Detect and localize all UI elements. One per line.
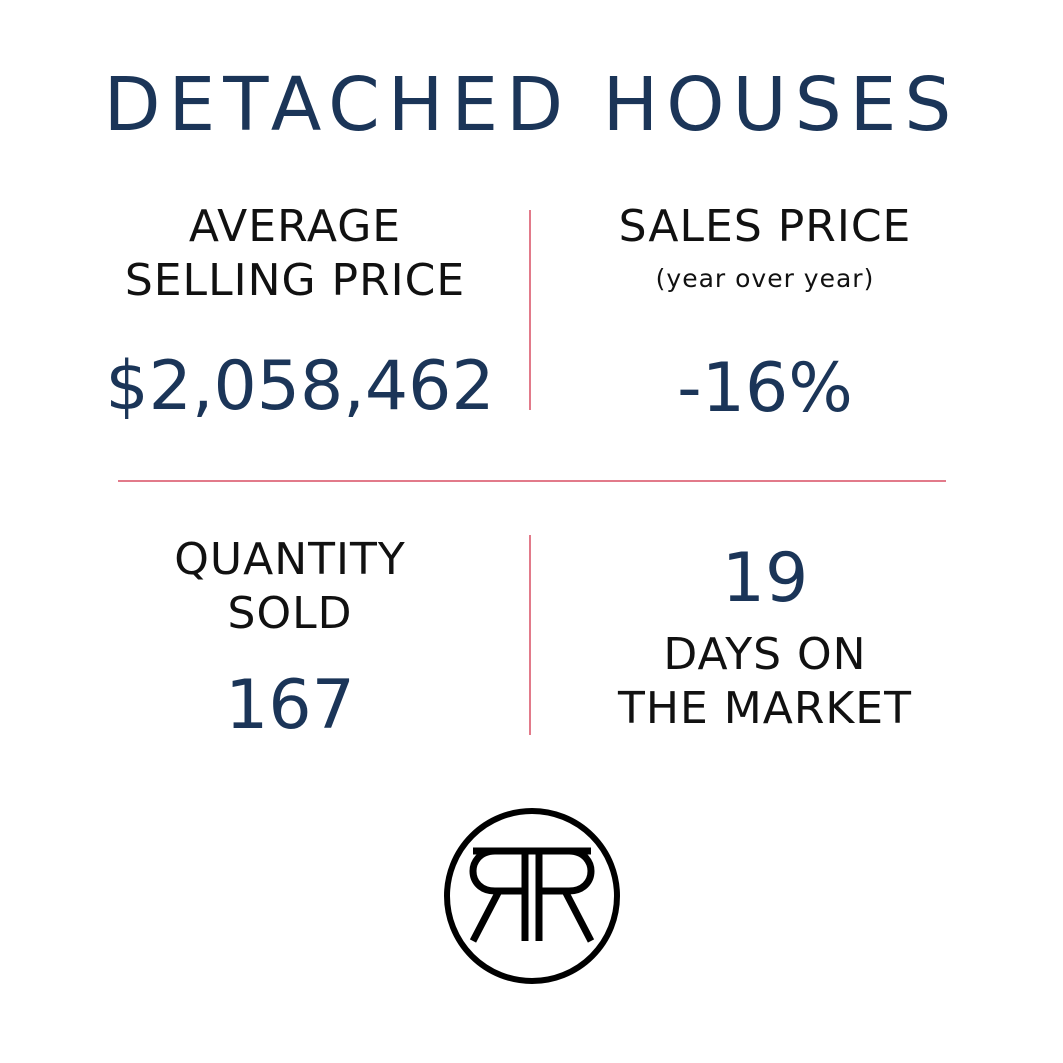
quantity-label-line2: SOLD [227, 587, 353, 639]
quantity-label-line1: QUANTITY [174, 534, 406, 585]
avg-price-label-line1: AVERAGE [188, 201, 402, 252]
avg-price-value: $2,058,462 [105, 347, 495, 426]
horizontal-divider [118, 480, 946, 482]
days-label: DAYS ON THE MARKET [560, 628, 970, 735]
sales-price-label: SALES PRICE [618, 201, 912, 252]
sales-price-sublabel: (year over year) [655, 264, 875, 293]
days-value: 19 [721, 539, 809, 618]
sales-price-value: -16% [677, 349, 853, 428]
quantity-label: QUANTITY SOLD [60, 533, 520, 640]
vertical-divider-bottom [529, 535, 531, 735]
avg-price-label: AVERAGE SELLING PRICE [60, 200, 530, 307]
vertical-divider-top [529, 210, 531, 410]
rr-monogram-icon [443, 807, 621, 985]
page-title: DETACHED HOUSES [103, 62, 960, 148]
days-label-line2: THE MARKET [618, 682, 912, 734]
avg-price-label-line2: SELLING PRICE [124, 254, 466, 306]
quantity-value: 167 [225, 666, 355, 745]
days-label-line1: DAYS ON [663, 629, 867, 680]
